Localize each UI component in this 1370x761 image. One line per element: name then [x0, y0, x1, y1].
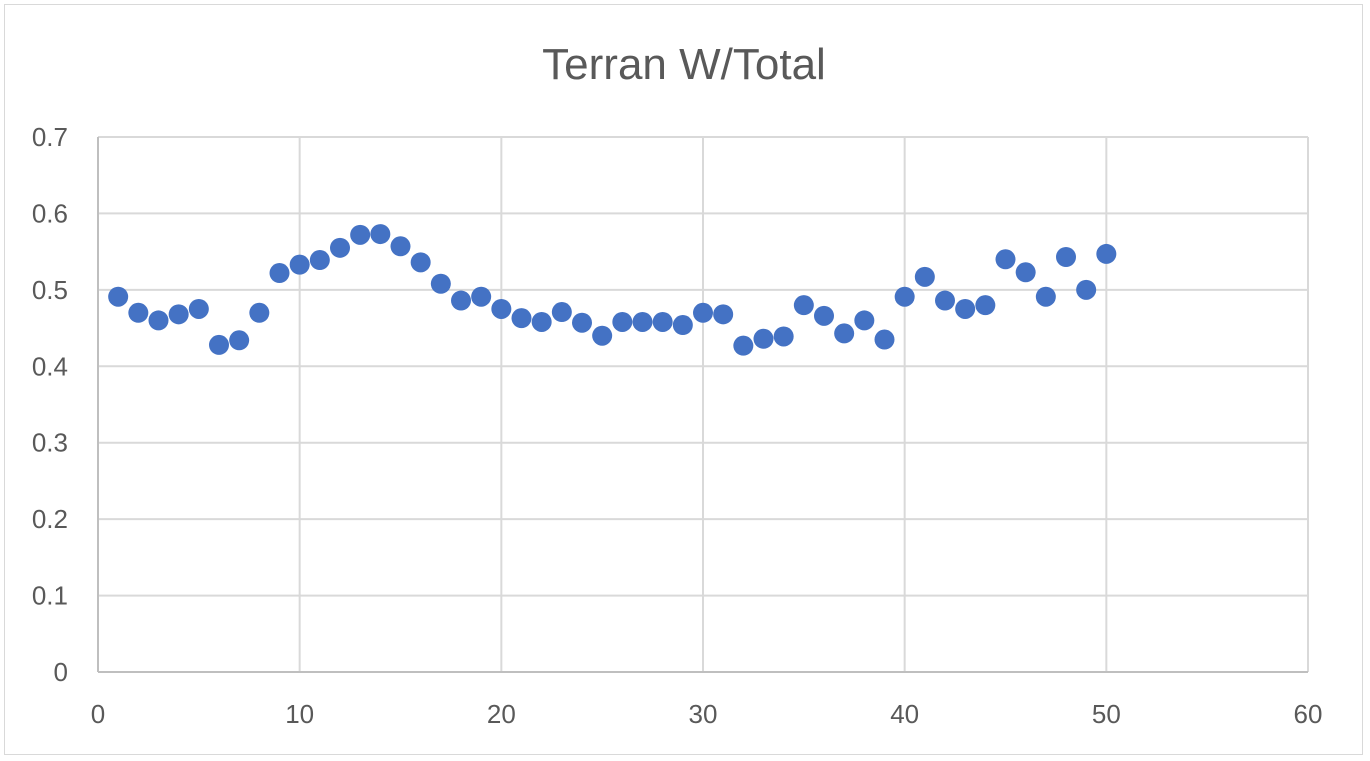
data-point	[370, 224, 391, 245]
y-tick-label: 0.7	[32, 122, 68, 152]
data-point	[491, 298, 512, 319]
data-point	[793, 295, 814, 316]
data-point	[733, 335, 754, 356]
data-point	[168, 304, 189, 325]
data-point	[451, 290, 471, 311]
y-tick-label: 0.1	[32, 581, 68, 611]
data-point	[390, 236, 411, 257]
data-point	[330, 237, 350, 258]
x-tick-label: 0	[91, 699, 105, 729]
chart-area	[4, 4, 1363, 755]
data-point	[209, 334, 229, 355]
data-point	[350, 224, 371, 245]
data-point	[1096, 243, 1117, 264]
y-tick-label: 0.5	[32, 275, 68, 305]
y-tick-label: 0	[54, 657, 68, 687]
data-point	[128, 302, 149, 323]
data-point	[995, 249, 1016, 270]
data-point	[1035, 286, 1056, 307]
data-point	[834, 323, 855, 344]
data-point	[1015, 262, 1036, 283]
data-point	[753, 328, 774, 349]
y-axis-tick-labels: 0 0.1 0.2 0.3 0.4 0.5 0.6 0.7	[32, 122, 68, 687]
data-point	[914, 266, 935, 287]
chart-title: Terran W/Total	[542, 40, 826, 89]
data-point	[188, 298, 209, 319]
data-point	[108, 286, 129, 307]
data-point	[289, 254, 310, 275]
x-tick-label: 60	[1294, 699, 1323, 729]
data-point	[1076, 279, 1097, 300]
data-point	[148, 310, 169, 331]
data-point	[612, 311, 633, 332]
x-axis-tick-labels: 0 10 20 30 40 50 60	[91, 699, 1323, 729]
data-point	[1056, 246, 1076, 267]
data-point	[672, 315, 693, 336]
data-point	[430, 273, 451, 294]
data-point	[229, 330, 250, 351]
x-tick-label: 10	[285, 699, 314, 729]
data-point	[511, 308, 532, 329]
data-point	[955, 298, 976, 319]
data-point	[249, 302, 270, 323]
data-point	[632, 311, 653, 332]
y-tick-label: 0.4	[32, 351, 68, 381]
y-tick-label: 0.2	[32, 504, 68, 534]
data-point	[854, 310, 875, 331]
x-tick-label: 50	[1092, 699, 1121, 729]
y-tick-label: 0.6	[32, 198, 68, 228]
data-point	[309, 250, 330, 271]
data-point	[531, 311, 552, 332]
data-point	[572, 312, 592, 333]
x-tick-label: 20	[487, 699, 516, 729]
axes	[97, 137, 1308, 673]
data-point	[874, 329, 895, 350]
data-points	[108, 224, 1117, 356]
data-point	[652, 311, 673, 332]
data-point	[935, 290, 955, 311]
data-point	[592, 325, 613, 346]
data-point	[471, 286, 492, 307]
x-tick-label: 40	[890, 699, 919, 729]
gridlines	[98, 136, 1309, 672]
data-point	[551, 302, 572, 323]
y-tick-label: 0.3	[32, 428, 68, 458]
data-point	[814, 305, 834, 326]
data-point	[713, 304, 734, 325]
data-point	[975, 295, 996, 316]
data-point	[894, 286, 915, 307]
data-point	[410, 252, 431, 273]
data-point	[269, 263, 290, 284]
data-point	[773, 326, 794, 347]
x-tick-label: 30	[689, 699, 718, 729]
data-point	[693, 302, 713, 323]
